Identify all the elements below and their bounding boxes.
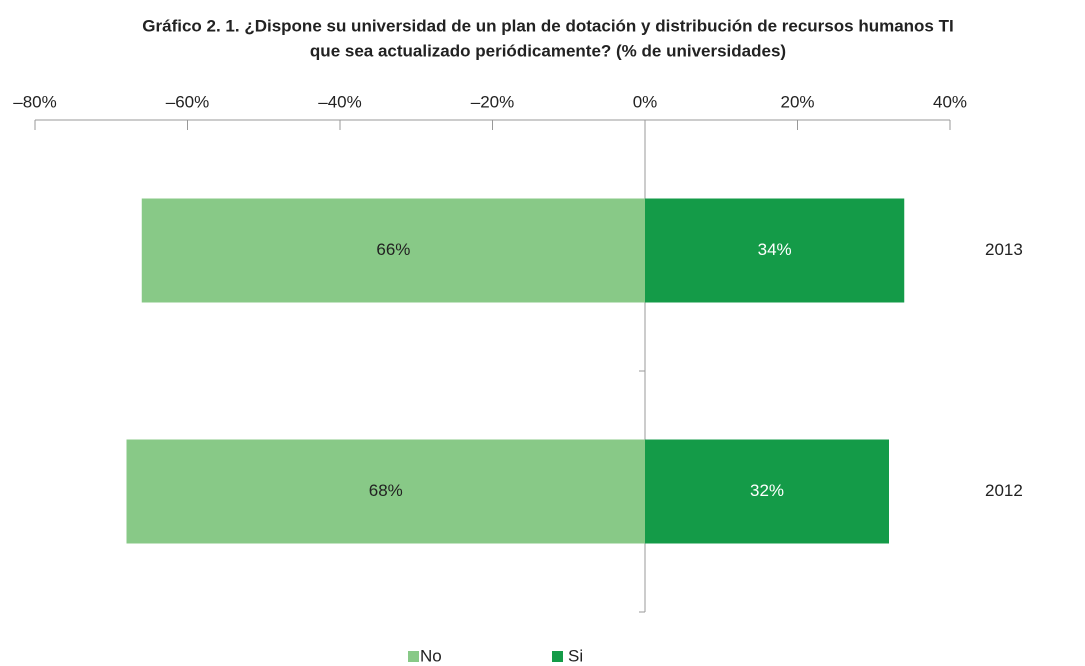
x-tick-label: 40%	[933, 92, 967, 111]
data-label: 32%	[750, 481, 784, 500]
data-label: 34%	[758, 240, 792, 259]
data-label: 66%	[376, 240, 410, 259]
category-label: 2013	[985, 240, 1023, 259]
x-tick-label: 20%	[780, 92, 814, 111]
legend-swatch	[408, 651, 419, 662]
chart-title: que sea actualizado periódicamente? (% d…	[310, 41, 786, 60]
legend-label: Si	[568, 646, 583, 665]
bar	[126, 439, 645, 544]
x-tick-label: –20%	[471, 92, 514, 111]
chart-title: Gráfico 2. 1. ¿Dispone su universidad de…	[142, 16, 953, 35]
category-label: 2012	[985, 481, 1023, 500]
x-tick-label: –40%	[318, 92, 361, 111]
x-tick-label: 0%	[633, 92, 658, 111]
legend-swatch	[552, 651, 563, 662]
bar	[141, 198, 645, 303]
data-label: 68%	[369, 481, 403, 500]
x-tick-label: –60%	[166, 92, 209, 111]
bar	[645, 439, 889, 544]
bar	[645, 198, 905, 303]
x-tick-label: –80%	[13, 92, 56, 111]
legend-label: No	[420, 646, 442, 665]
